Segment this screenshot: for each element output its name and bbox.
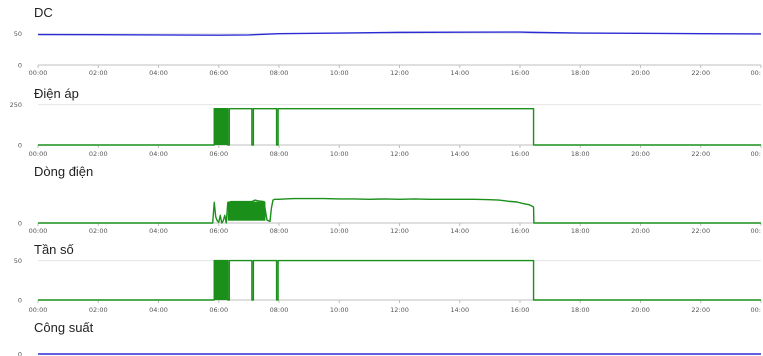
x-tick-label: 16:00: [511, 227, 530, 235]
chart-title: Công suất: [34, 320, 94, 335]
chart-title: DC: [34, 5, 53, 20]
x-tick-label: 10:00: [330, 69, 349, 77]
x-tick-label: 22:00: [691, 227, 710, 235]
x-tick-label: 06:00: [209, 227, 228, 235]
x-tick-label: 16:00: [511, 69, 530, 77]
x-tick-label: 00:00: [29, 150, 48, 158]
x-tick-label: 20:00: [631, 69, 650, 77]
x-tick-label: 12:00: [390, 69, 409, 77]
series-line: [38, 197, 761, 224]
x-tick-label: 20:00: [631, 150, 650, 158]
y-tick-label: 50: [14, 257, 22, 265]
x-tick-label: 20:00: [631, 306, 650, 314]
x-tick-label: 10:00: [330, 150, 349, 158]
y-tick-label: 0: [18, 62, 22, 70]
x-tick-label: 00:00: [29, 227, 48, 235]
x-tick-label: 14:00: [450, 69, 469, 77]
x-tick-label: 12:00: [390, 306, 409, 314]
x-tick-label: 14:00: [450, 227, 469, 235]
x-tick-label: 18:00: [571, 227, 590, 235]
x-tick-label: 18:00: [571, 69, 590, 77]
x-tick-label: 06:00: [209, 69, 228, 77]
x-tick-label: 02:00: [89, 306, 108, 314]
x-tick-label: 10:00: [330, 227, 349, 235]
x-tick-label: 22:00: [691, 69, 710, 77]
x-tick-label: 02:00: [89, 69, 108, 77]
series-line: [38, 259, 761, 301]
x-tick-label: 00:00: [29, 69, 48, 77]
x-tick-label: 08:00: [270, 69, 289, 77]
chart-panel-1: DC 0 50 00:00 02:00 04:00 06:00 08:00 10:00 12:00…: [14, 5, 762, 77]
x-tick-label: 12:00: [390, 227, 409, 235]
x-tick-label: 20:00: [631, 227, 650, 235]
y-tick-label: 0: [18, 142, 22, 150]
x-tick-label: 00:: [751, 227, 761, 235]
chart-panel-4: Tần số 0 50 00:00 02:00 04:00 06:00 08:00 10:00 1…: [14, 242, 762, 314]
x-tick-label: 06:00: [209, 150, 228, 158]
y-tick-label: 250: [10, 101, 22, 109]
x-tick-label: 00:: [751, 69, 761, 77]
y-tick-label: 0: [18, 351, 22, 356]
x-tick-label: 06:00: [209, 306, 228, 314]
x-tick-label: 22:00: [691, 306, 710, 314]
x-tick-label: 00:00: [29, 306, 48, 314]
x-tick-label: 08:00: [270, 306, 289, 314]
x-tick-label: 14:00: [450, 306, 469, 314]
x-tick-label: 04:00: [149, 69, 168, 77]
y-tick-label: 0: [18, 220, 22, 228]
x-tick-label: 12:00: [390, 150, 409, 158]
x-tick-label: 00:: [751, 306, 761, 314]
x-tick-label: 04:00: [149, 306, 168, 314]
series-dense-band: [227, 201, 266, 221]
x-tick-label: 08:00: [270, 150, 289, 158]
y-tick-label: 50: [14, 30, 22, 38]
x-tick-label: 22:00: [691, 150, 710, 158]
x-tick-label: 08:00: [270, 227, 289, 235]
x-tick-label: 02:00: [89, 150, 108, 158]
y-tick-label: 0: [18, 297, 22, 305]
chart-panel-5: Công suất 0: [18, 320, 761, 356]
chart-title: Tần số: [34, 242, 74, 257]
chart-panel-3: Dòng điện 0 00:00 02:00 04:00 06:00 08:00 10:00…: [18, 164, 762, 235]
series-dense-band: [214, 260, 228, 300]
x-tick-label: 00:: [751, 150, 761, 158]
x-tick-label: 18:00: [571, 150, 590, 158]
x-tick-label: 16:00: [511, 150, 530, 158]
x-tick-label: 02:00: [89, 227, 108, 235]
x-tick-label: 14:00: [450, 150, 469, 158]
x-tick-label: 16:00: [511, 306, 530, 314]
series-dense-band: [214, 108, 228, 145]
series-line: [37, 31, 762, 36]
x-tick-label: 18:00: [571, 306, 590, 314]
x-tick-label: 04:00: [149, 150, 168, 158]
x-tick-label: 10:00: [330, 306, 349, 314]
series-line: [38, 107, 761, 146]
x-tick-label: 04:00: [149, 227, 168, 235]
chart-title: Dòng điện: [34, 164, 93, 179]
chart-title: Điện áp: [34, 86, 79, 101]
chart-panel-2: Điện áp 0 250 00:00 02:00 04:00 06:00 08:00 10:0…: [10, 86, 762, 158]
